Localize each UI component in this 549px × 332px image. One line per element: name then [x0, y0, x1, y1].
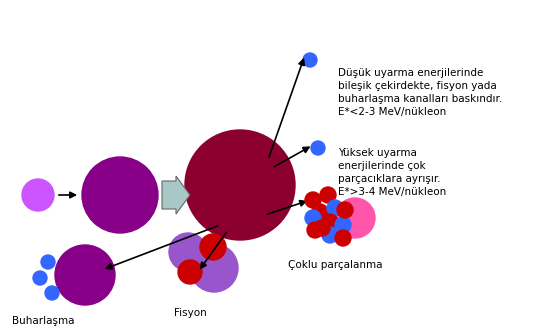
Circle shape — [190, 244, 238, 292]
Text: E*>3-4 MeV/nükleon: E*>3-4 MeV/nükleon — [338, 187, 446, 197]
FancyArrow shape — [162, 176, 190, 214]
Circle shape — [305, 210, 321, 226]
Circle shape — [322, 214, 338, 230]
Circle shape — [200, 234, 226, 260]
Circle shape — [22, 179, 54, 211]
Text: parçacıklara ayrışır.: parçacıklara ayrışır. — [338, 174, 441, 184]
Circle shape — [335, 217, 351, 233]
Text: buharlaşma kanalları baskındır.: buharlaşma kanalları baskındır. — [338, 94, 502, 104]
Text: Buharlaşma: Buharlaşma — [12, 316, 75, 326]
Circle shape — [55, 245, 115, 305]
Circle shape — [178, 260, 202, 284]
Circle shape — [33, 271, 47, 285]
Circle shape — [307, 222, 323, 238]
Text: Yüksek uyarma: Yüksek uyarma — [338, 148, 417, 158]
Text: Fisyon: Fisyon — [173, 308, 206, 318]
Circle shape — [169, 233, 207, 271]
Circle shape — [45, 286, 59, 300]
Circle shape — [303, 53, 317, 67]
Circle shape — [335, 230, 351, 246]
Circle shape — [305, 192, 321, 208]
Circle shape — [311, 141, 325, 155]
Circle shape — [320, 187, 336, 203]
Circle shape — [82, 157, 158, 233]
Text: bileşik çekirdekte, fisyon yada: bileşik çekirdekte, fisyon yada — [338, 81, 497, 91]
Circle shape — [312, 204, 328, 220]
Text: enerjilerinde çok: enerjilerinde çok — [338, 161, 425, 171]
Circle shape — [185, 130, 295, 240]
Circle shape — [41, 255, 55, 269]
Circle shape — [337, 202, 353, 218]
Text: E*<2-3 MeV/nükleon: E*<2-3 MeV/nükleon — [338, 107, 446, 117]
Text: Düşük uyarma enerjilerinde: Düşük uyarma enerjilerinde — [338, 68, 483, 78]
Circle shape — [335, 198, 375, 238]
Circle shape — [322, 227, 338, 243]
Text: Çoklu parçalanma: Çoklu parçalanma — [288, 260, 383, 270]
Circle shape — [327, 200, 343, 216]
Circle shape — [314, 220, 330, 236]
